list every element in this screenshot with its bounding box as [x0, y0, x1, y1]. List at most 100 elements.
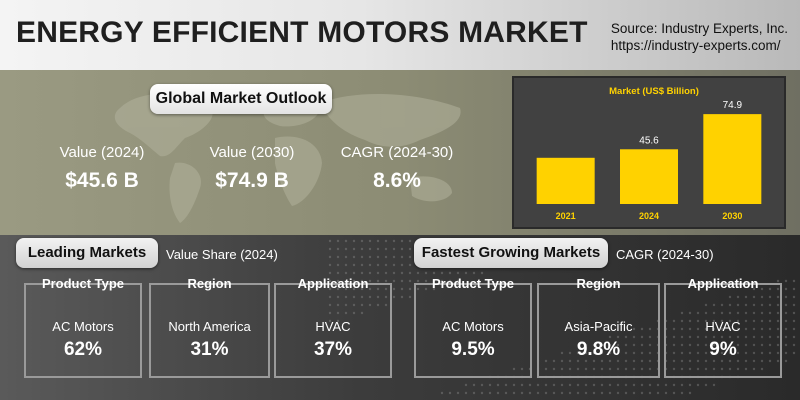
texture-dot	[744, 343, 748, 347]
texture-dot	[696, 367, 700, 371]
texture-dot	[360, 239, 364, 243]
texture-dot	[560, 359, 564, 363]
tick-label-2021: 2021	[556, 211, 576, 221]
texture-dot	[640, 383, 644, 387]
leading-markets-subtitle: Value Share (2024)	[166, 247, 278, 262]
texture-dot	[728, 295, 732, 299]
texture-dot	[672, 367, 676, 371]
texture-dot	[616, 383, 620, 387]
kpi-value-2024: Value (2024) $45.6 B	[32, 144, 172, 193]
texture-dot	[416, 287, 420, 291]
texture-dot	[680, 343, 684, 347]
texture-dot	[672, 359, 676, 363]
texture-dot	[416, 279, 420, 283]
texture-dot	[488, 391, 492, 395]
texture-dot	[776, 279, 780, 283]
texture-dot	[600, 351, 604, 355]
texture-dot	[744, 335, 748, 339]
texture-dot	[768, 335, 772, 339]
texture-dot	[336, 287, 340, 291]
source-url[interactable]: https://industry-experts.com/	[610, 38, 781, 53]
texture-dot	[392, 239, 396, 243]
texture-dot	[776, 287, 780, 291]
texture-dot	[472, 383, 476, 387]
texture-dot	[352, 311, 356, 315]
source-info: Source: Industry Experts, Inc. https://i…	[611, 20, 788, 54]
texture-dot	[688, 367, 692, 371]
texture-dot	[648, 367, 652, 371]
texture-dot	[608, 391, 612, 395]
bar-2021	[536, 157, 595, 204]
texture-dot	[640, 327, 644, 331]
texture-dot	[760, 343, 764, 347]
texture-dot	[696, 351, 700, 355]
texture-dot	[424, 287, 428, 291]
texture-dot	[720, 303, 724, 307]
texture-dot	[464, 391, 468, 395]
texture-dot	[344, 263, 348, 267]
texture-dot	[752, 303, 756, 307]
texture-dot	[704, 327, 708, 331]
texture-dot	[384, 279, 388, 283]
texture-dot	[640, 367, 644, 371]
texture-dot	[584, 359, 588, 363]
texture-dot	[728, 367, 732, 371]
texture-dot	[760, 295, 764, 299]
texture-dot	[696, 343, 700, 347]
texture-dot	[352, 263, 356, 267]
texture-dot	[400, 263, 404, 267]
texture-dot	[776, 295, 780, 299]
texture-dot	[616, 335, 620, 339]
texture-dot	[648, 383, 652, 387]
texture-dot	[384, 239, 388, 243]
texture-dot	[616, 343, 620, 347]
texture-dot	[704, 303, 708, 307]
texture-dot	[336, 295, 340, 299]
texture-dot	[328, 287, 332, 291]
texture-dot	[392, 271, 396, 275]
texture-dot	[688, 343, 692, 347]
texture-dot	[784, 303, 788, 307]
texture-dot	[400, 255, 404, 259]
texture-dot	[696, 359, 700, 363]
texture-dot	[328, 247, 332, 251]
texture-dot	[752, 311, 756, 315]
texture-dot	[456, 271, 460, 275]
texture-dot	[728, 327, 732, 331]
texture-dot	[760, 303, 764, 307]
markets-section: Leading Markets Value Share (2024) Produ…	[0, 235, 800, 400]
texture-dot	[704, 367, 708, 371]
texture-dot	[736, 335, 740, 339]
texture-dot	[560, 383, 564, 387]
texture-dot	[736, 295, 740, 299]
texture-dot	[776, 327, 780, 331]
texture-dot	[648, 391, 652, 395]
card-label: HVAC	[705, 319, 741, 334]
texture-dot	[352, 295, 356, 299]
texture-dot	[768, 319, 772, 323]
texture-dot	[600, 343, 604, 347]
texture-dot	[640, 391, 644, 395]
texture-dot	[624, 351, 628, 355]
texture-dot	[336, 239, 340, 243]
page-title: ENERGY EFFICIENT MOTORS MARKET	[16, 16, 588, 49]
texture-dot	[752, 367, 756, 371]
texture-dot	[584, 351, 588, 355]
texture-dot	[592, 359, 596, 363]
card-header: Product Type	[41, 276, 125, 291]
texture-dot	[352, 271, 356, 275]
texture-dot	[736, 327, 740, 331]
texture-dot	[624, 335, 628, 339]
texture-dot	[456, 279, 460, 283]
texture-dot	[360, 263, 364, 267]
texture-dot	[392, 263, 396, 267]
texture-dot	[632, 383, 636, 387]
kpi-label: Value (2024)	[59, 144, 145, 161]
texture-dot	[504, 391, 508, 395]
leading-card-product-type: Product Type AC Motors 62%	[24, 276, 142, 378]
market-bar-chart: Market (US$ Billion) 2021 45.6 2024 74.9 2030	[512, 76, 786, 229]
texture-dot	[384, 303, 388, 307]
texture-dot	[696, 311, 700, 315]
card-label: AC Motors	[52, 319, 114, 334]
texture-dot	[752, 327, 756, 331]
